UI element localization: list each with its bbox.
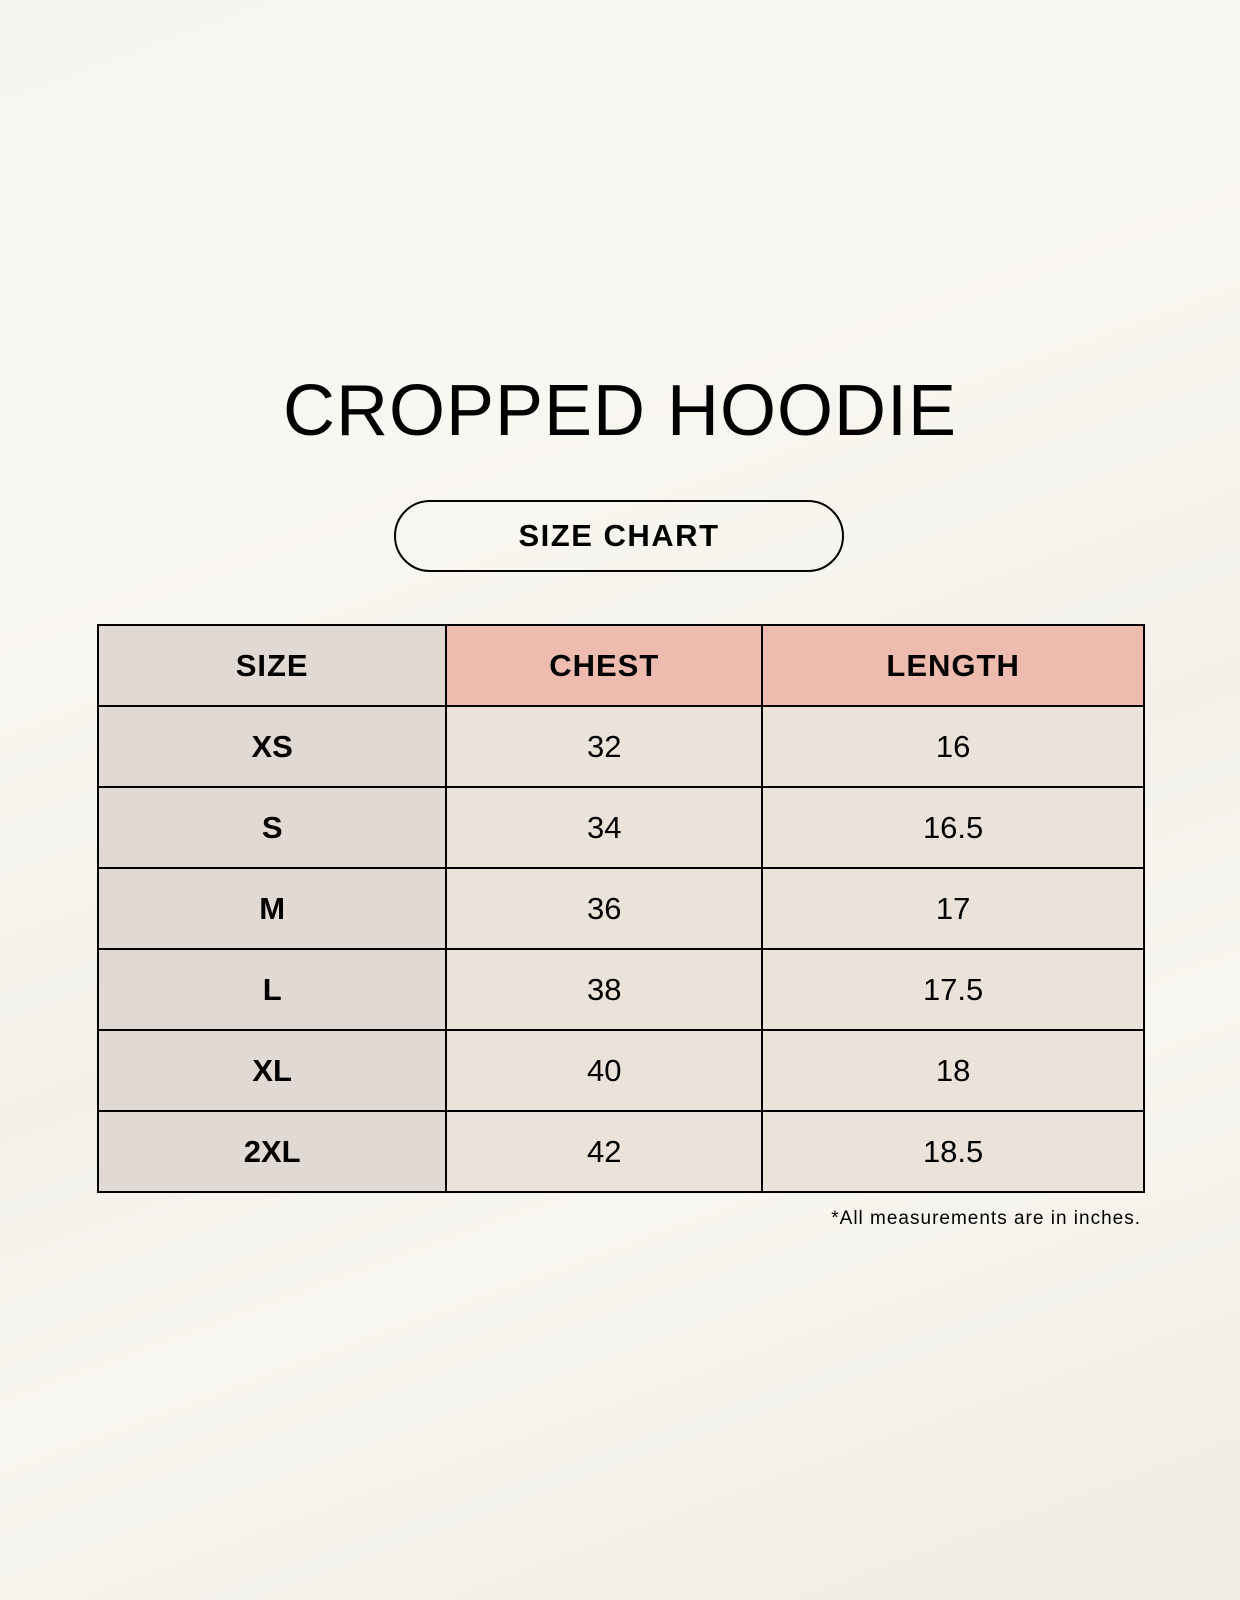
cell-size: S xyxy=(96,786,448,869)
cell-size: XS xyxy=(96,705,448,788)
header-length: LENGTH xyxy=(761,624,1145,707)
cell-size: L xyxy=(96,948,448,1031)
size-chart-label: SIZE CHART xyxy=(394,500,844,572)
table-row: XL 40 18 xyxy=(96,1029,1145,1112)
cell-length: 17 xyxy=(761,867,1145,950)
table-header-row: SIZE CHEST LENGTH xyxy=(96,624,1145,707)
cell-chest: 42 xyxy=(445,1110,764,1193)
table-row: 2XL 42 18.5 xyxy=(96,1110,1145,1193)
cell-length: 17.5 xyxy=(761,948,1145,1031)
cell-size: 2XL xyxy=(96,1110,448,1193)
table-row: M 36 17 xyxy=(96,867,1145,950)
page-title: CROPPED HOODIE xyxy=(282,371,958,451)
cell-length: 16 xyxy=(761,705,1145,788)
measurement-note: *All measurements are in inches. xyxy=(831,1208,1141,1229)
cell-chest: 38 xyxy=(445,948,764,1031)
cell-length: 16.5 xyxy=(761,786,1145,869)
cell-chest: 34 xyxy=(445,786,764,869)
cell-chest: 32 xyxy=(445,705,764,788)
cell-length: 18 xyxy=(761,1029,1145,1112)
cell-chest: 40 xyxy=(445,1029,764,1112)
cell-chest: 36 xyxy=(445,867,764,950)
cell-size: XL xyxy=(96,1029,448,1112)
cell-length: 18.5 xyxy=(761,1110,1145,1193)
table-row: S 34 16.5 xyxy=(96,786,1145,869)
size-table: SIZE CHEST LENGTH XS 32 16 S 34 16.5 M 36 17 L 38 1… xyxy=(96,624,1145,1193)
table-row: XS 32 16 xyxy=(96,705,1145,788)
cell-size: M xyxy=(96,867,448,950)
header-size: SIZE xyxy=(96,624,448,707)
table-row: L 38 17.5 xyxy=(96,948,1145,1031)
header-chest: CHEST xyxy=(445,624,764,707)
